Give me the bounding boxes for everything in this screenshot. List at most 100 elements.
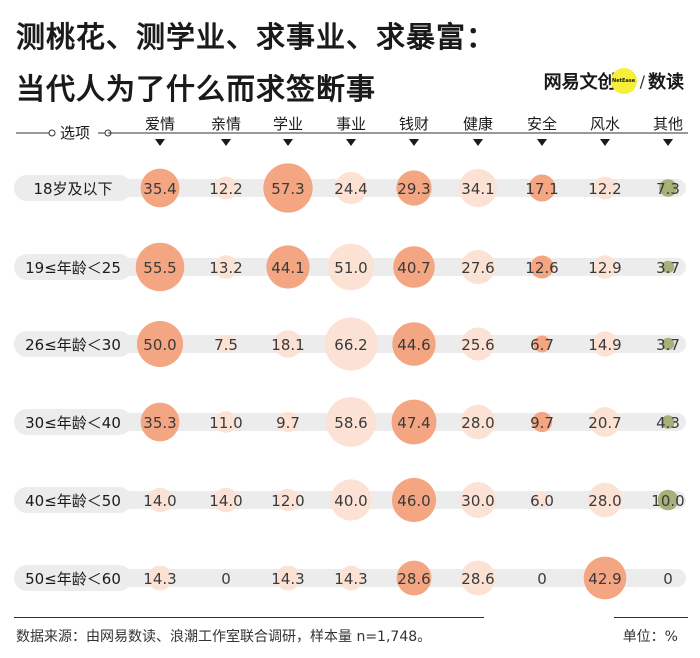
value-label: 17.1 xyxy=(525,180,558,198)
value-label: 46.0 xyxy=(397,492,430,510)
data-bubble xyxy=(460,560,496,596)
data-bubble xyxy=(391,399,437,445)
value-label: 9.7 xyxy=(276,414,300,432)
data-bubble xyxy=(530,255,554,279)
value-label: 28.0 xyxy=(461,414,494,432)
row-label-pill xyxy=(14,565,132,591)
value-label: 51.0 xyxy=(334,259,367,277)
value-label: 12.6 xyxy=(525,259,558,277)
data-bubble xyxy=(263,163,313,213)
value-label: 47.4 xyxy=(397,414,430,432)
corner-label: 选项 xyxy=(60,124,90,142)
data-bubble xyxy=(324,317,378,371)
category-label: 爱情 xyxy=(145,115,175,133)
category-marker xyxy=(600,139,610,146)
data-bubble xyxy=(534,492,550,508)
value-label: 11.0 xyxy=(209,414,242,432)
value-label: 44.6 xyxy=(397,336,430,354)
bubble-chart: 选项 爱情 亲情 学业 事业 钱财 健康 安全 风水 其他 18岁及以下 35.4 12.2 57.3 24… xyxy=(14,115,688,600)
data-bubble xyxy=(531,411,553,433)
data-bubble xyxy=(461,327,495,361)
value-label: 40.0 xyxy=(334,492,367,510)
data-bubble xyxy=(215,411,237,433)
data-bubble xyxy=(274,330,302,358)
logo-section: 数读 xyxy=(648,72,684,93)
data-bubble xyxy=(275,565,301,591)
category-marker xyxy=(155,139,165,146)
data-bubble xyxy=(136,320,184,368)
data-bubble xyxy=(213,487,239,513)
logo-badge: NetEase xyxy=(610,68,637,94)
data-bubble xyxy=(327,243,375,291)
data-bubble xyxy=(330,479,372,521)
value-label: 6.0 xyxy=(530,492,554,510)
value-label: 3.7 xyxy=(656,259,680,277)
data-bubble xyxy=(338,565,364,591)
value-label: 7.3 xyxy=(656,180,680,198)
data-source: 数据来源：由网易数读、浪潮工作室联合调研，样本量 n=1,748。 xyxy=(16,629,432,645)
value-label: 35.3 xyxy=(143,414,176,432)
data-bubble xyxy=(214,176,238,200)
value-label: 20.7 xyxy=(588,414,621,432)
value-label: 6.7 xyxy=(530,336,554,354)
value-label: 34.1 xyxy=(461,180,494,198)
row-label-pill xyxy=(14,175,132,201)
data-bubble xyxy=(533,335,551,353)
category-marker xyxy=(346,139,356,146)
row-label: 50≤年龄＜60 xyxy=(25,570,121,588)
data-bubble xyxy=(392,322,436,366)
category-marker xyxy=(473,139,483,146)
value-label: 14.3 xyxy=(143,570,176,588)
data-bubble xyxy=(460,404,496,440)
category-label: 其他 xyxy=(653,115,683,133)
data-bubble xyxy=(140,168,180,208)
value-label: 0 xyxy=(221,570,231,588)
value-label: 35.4 xyxy=(143,180,176,198)
row-label: 19≤年龄＜25 xyxy=(25,259,121,277)
data-bubble xyxy=(266,245,310,289)
row-label: 40≤年龄＜50 xyxy=(25,492,121,510)
data-bubble xyxy=(214,255,238,279)
value-label: 55.5 xyxy=(143,259,176,277)
category-label: 钱财 xyxy=(399,115,429,133)
value-label: 29.3 xyxy=(397,180,430,198)
value-label: 40.7 xyxy=(397,259,430,277)
data-bubble xyxy=(528,174,556,202)
row-label-pill xyxy=(14,331,132,357)
value-label: 18.1 xyxy=(271,336,304,354)
data-bubble xyxy=(587,482,623,518)
data-bubble xyxy=(217,335,235,353)
row-label: 30≤年龄＜40 xyxy=(25,414,121,432)
value-label: 66.2 xyxy=(334,336,367,354)
value-label: 0 xyxy=(663,570,673,588)
row-label: 26≤年龄＜30 xyxy=(25,336,121,354)
value-label: 14.0 xyxy=(143,492,176,510)
row-label-pill xyxy=(14,409,132,435)
value-label: 12.2 xyxy=(209,180,242,198)
value-label: 27.6 xyxy=(461,259,494,277)
value-label: 10.0 xyxy=(651,492,684,510)
netease-logo: 网易文创 NetEase / 数读 xyxy=(544,68,684,94)
value-label: 4.3 xyxy=(656,414,680,432)
value-label: 14.0 xyxy=(209,492,242,510)
header-rule-dot xyxy=(48,129,56,137)
value-label: 14.3 xyxy=(271,570,304,588)
category-label: 健康 xyxy=(463,115,493,133)
chart-title-line1: 测桃花、测学业、求事业、求暴富： xyxy=(16,20,497,54)
logo-brand: 网易文创 xyxy=(543,72,616,93)
category-label: 安全 xyxy=(527,115,557,133)
data-bubble xyxy=(326,397,376,447)
category-marker xyxy=(221,139,231,146)
category-marker xyxy=(537,139,547,146)
category-label: 亲情 xyxy=(211,115,241,133)
value-label: 0 xyxy=(537,570,547,588)
value-label: 42.9 xyxy=(588,570,621,588)
data-bubble xyxy=(661,337,675,351)
value-label: 57.3 xyxy=(271,180,304,198)
row-label-pill xyxy=(14,254,132,280)
data-bubble xyxy=(659,179,677,197)
footer-unit-divider xyxy=(614,617,688,618)
value-label: 58.6 xyxy=(334,414,367,432)
data-bubble xyxy=(391,477,437,523)
category-label: 风水 xyxy=(590,115,620,133)
